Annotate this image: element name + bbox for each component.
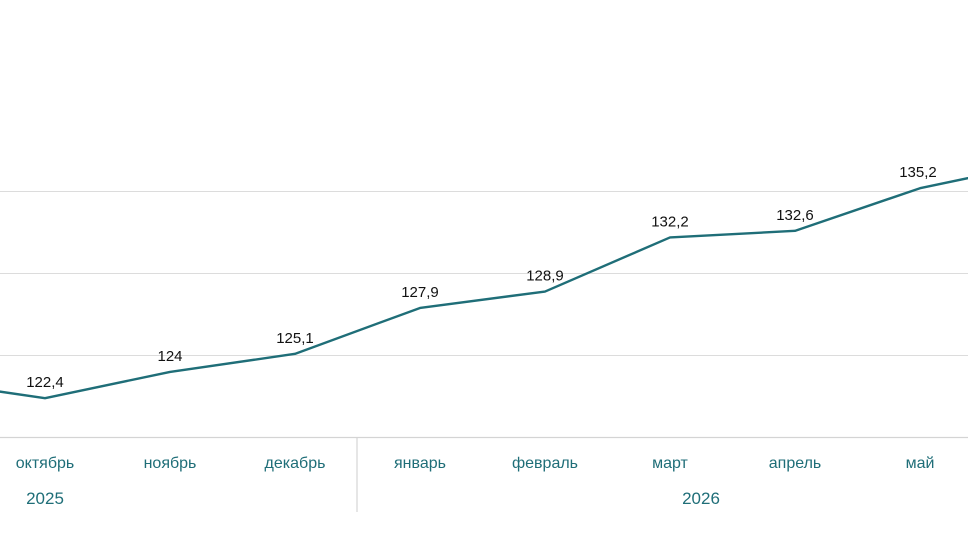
x-tick-label: январь	[394, 455, 446, 472]
data-label: 127,9	[401, 284, 439, 301]
data-label: 132,2	[651, 213, 689, 230]
gridlines	[0, 191, 968, 356]
data-label: 135,2	[899, 164, 937, 181]
x-tick-label: октябрь	[16, 455, 74, 472]
data-label: 128,9	[526, 268, 564, 285]
x-tick-label: декабрь	[265, 455, 326, 472]
year-label: 2025	[26, 489, 64, 508]
data-label: 122,4	[26, 374, 64, 391]
x-tick-label: февраль	[512, 455, 578, 472]
data-labels: 122,4 124 125,1 127,9 128,9 132,2 132,6 135,2	[26, 164, 937, 391]
data-label: 124	[157, 348, 182, 365]
year-label: 2026	[682, 489, 720, 508]
x-tick-label: ноябрь	[144, 455, 197, 472]
x-tick-label: март	[652, 455, 688, 472]
data-label: 125,1	[276, 330, 314, 347]
x-tick-label: апрель	[769, 455, 822, 472]
series-line	[0, 176, 968, 400]
data-label: 132,6	[776, 207, 814, 224]
year-labels: 2025 2026	[26, 489, 720, 508]
x-axis-ticks: октябрь ноябрь декабрь январь февраль март апр…	[16, 455, 935, 472]
x-tick-label: май	[906, 455, 935, 472]
series-layer	[0, 176, 968, 400]
